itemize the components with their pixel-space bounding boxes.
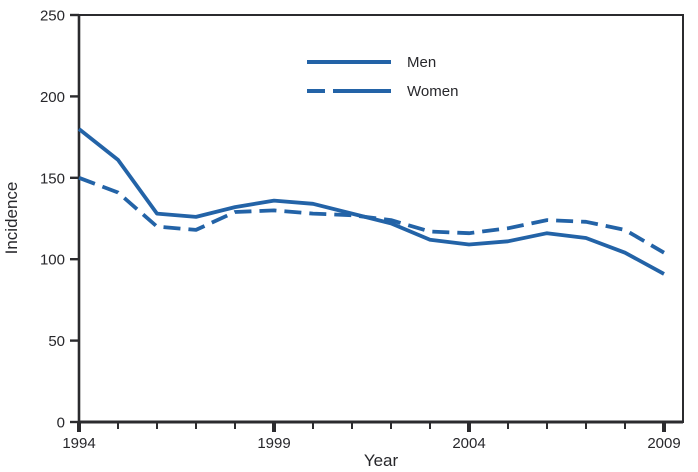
x-tick-label: 2009 xyxy=(647,435,680,452)
y-tick-label: 200 xyxy=(40,89,65,106)
y-tick-label: 0 xyxy=(57,415,65,432)
legend-men-label: Men xyxy=(407,54,436,71)
women-series-line xyxy=(78,176,665,255)
y-axis: 0 50 100 150 200 250 xyxy=(40,8,79,432)
legend-women-label: Women xyxy=(407,83,458,100)
x-tick-label: 1999 xyxy=(257,435,290,452)
x-tick-label: 2004 xyxy=(452,435,485,452)
men-series-line xyxy=(77,127,665,276)
x-axis: 1994 1999 2004 2009 xyxy=(62,423,681,452)
y-tick-label: 100 xyxy=(40,252,65,269)
data-series-group xyxy=(77,127,665,276)
y-tick-label: 250 xyxy=(40,8,65,25)
x-tick-label: 1994 xyxy=(62,435,95,452)
y-tick-label: 50 xyxy=(48,333,65,350)
legend: Men Women xyxy=(307,54,458,100)
plot-frame xyxy=(78,14,684,423)
y-tick-label: 150 xyxy=(40,170,65,187)
x-axis-title: Year xyxy=(364,451,399,470)
y-axis-title: Incidence xyxy=(2,182,21,255)
